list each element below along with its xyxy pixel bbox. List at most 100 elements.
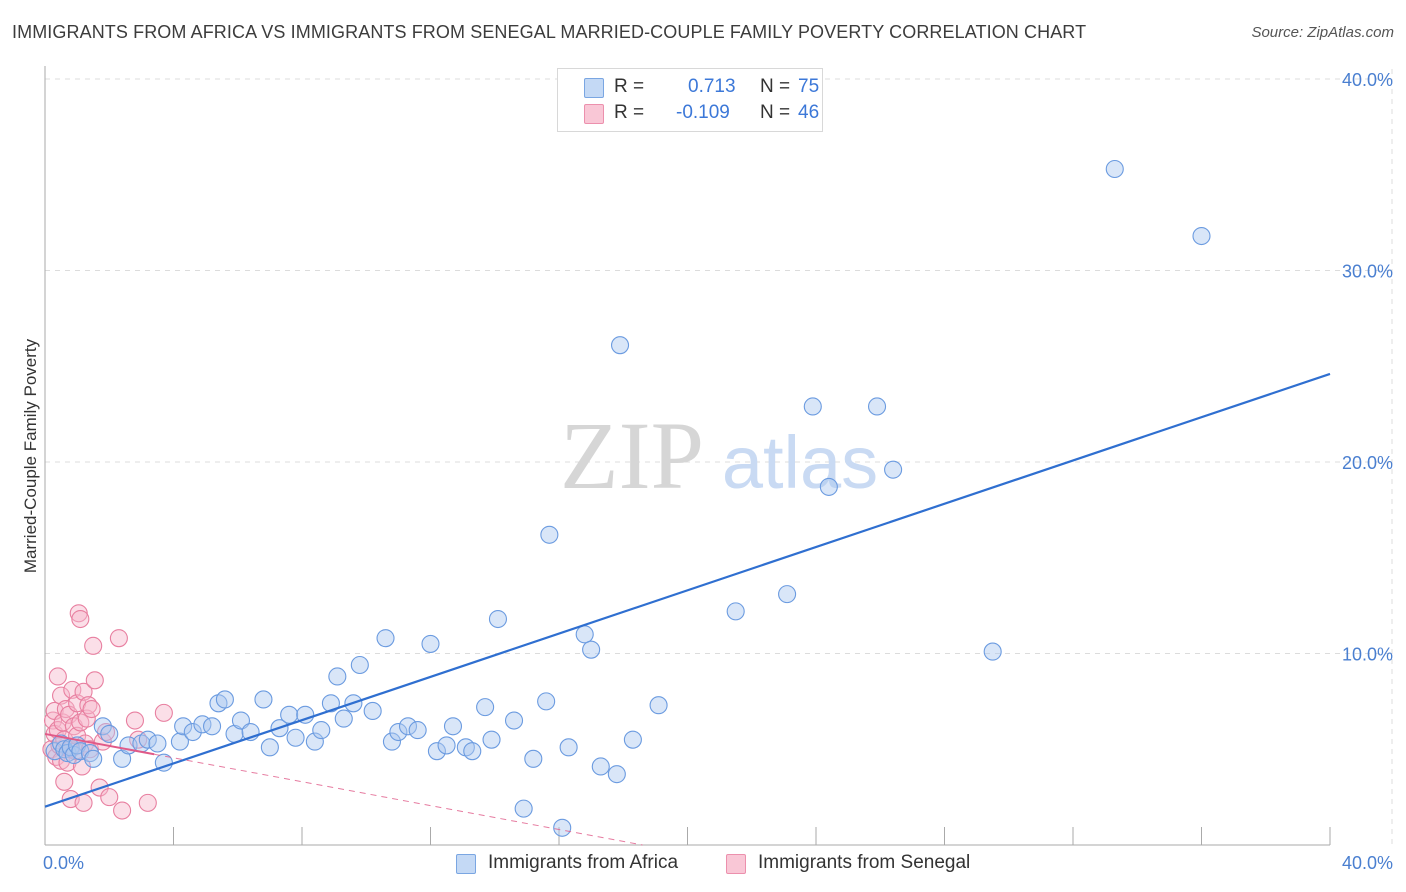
data-point-senegal <box>154 703 173 722</box>
data-point-africa <box>1105 159 1124 179</box>
watermark-zip: ZIP <box>560 402 704 509</box>
data-point-africa <box>363 701 382 721</box>
data-point-senegal <box>84 636 103 655</box>
y-axis-label: Married-Couple Family Poverty <box>21 338 40 573</box>
data-point-africa <box>148 734 167 753</box>
data-point-africa <box>408 721 427 740</box>
y-tick-label: 20.0% <box>1342 453 1393 473</box>
watermark-atlas: atlas <box>722 421 878 504</box>
series-senegal-points <box>42 604 173 820</box>
data-point-africa <box>582 640 601 659</box>
bottom-legend-swatch-africa <box>456 854 476 874</box>
data-point-africa <box>52 734 71 753</box>
stats-legend: R = 0.713 N = 75 R = -0.109 N = 46 <box>557 68 823 132</box>
data-point-senegal <box>56 699 75 719</box>
tick-labels: 10.0% 20.0% 30.0% 40.0% 0.0% 40.0% <box>43 70 1393 873</box>
data-point-africa <box>389 722 408 742</box>
trend-line-senegal <box>44 732 155 756</box>
data-point-senegal <box>48 667 67 686</box>
data-point-africa <box>138 730 157 749</box>
chart-title: IMMIGRANTS FROM AFRICA VS IMMIGRANTS FRO… <box>12 22 1087 42</box>
data-point-africa <box>321 694 340 713</box>
data-point-africa <box>778 585 797 604</box>
watermark: ZIP atlas <box>560 402 878 509</box>
data-point-senegal <box>74 682 93 701</box>
data-point-africa <box>437 736 456 755</box>
data-point-africa <box>305 732 324 751</box>
data-point-senegal <box>96 722 116 742</box>
data-point-africa <box>591 757 610 776</box>
data-point-africa <box>504 711 524 730</box>
data-point-africa <box>328 667 347 686</box>
data-point-senegal <box>109 629 128 648</box>
data-point-africa <box>350 655 369 675</box>
data-point-africa <box>376 629 395 648</box>
data-point-africa <box>540 525 559 544</box>
data-point-africa <box>482 730 501 749</box>
trend-line-senegal-extension <box>154 753 643 846</box>
data-point-africa <box>280 705 299 724</box>
legend-n-value: 75 <box>798 76 820 97</box>
data-point-africa <box>80 744 100 763</box>
data-point-senegal <box>55 772 74 791</box>
legend-r-label: R = <box>614 76 645 97</box>
data-point-africa <box>260 738 279 757</box>
data-point-africa <box>174 717 193 736</box>
data-point-africa <box>726 602 745 621</box>
data-point-africa <box>170 732 189 751</box>
source-credit: Source: ZipAtlas.com <box>1251 24 1394 41</box>
bottom-legend-label-senegal: Immigrants from Senegal <box>758 852 971 873</box>
data-point-africa <box>382 732 402 751</box>
data-point-africa <box>476 698 495 717</box>
x-tick-label: 0.0% <box>43 853 84 873</box>
data-point-senegal <box>77 709 96 728</box>
data-point-senegal <box>125 711 144 730</box>
data-point-senegal <box>82 699 101 719</box>
axes <box>44 66 1331 846</box>
data-point-africa <box>803 397 822 416</box>
data-point-africa <box>203 717 222 736</box>
data-point-africa <box>183 722 202 742</box>
data-point-africa <box>84 749 103 768</box>
y-tick-label: 30.0% <box>1342 262 1393 282</box>
y-tick-label: 10.0% <box>1342 645 1393 665</box>
data-point-africa <box>93 717 112 736</box>
data-point-africa <box>649 696 668 715</box>
data-point-africa <box>312 721 331 740</box>
y-tick-label: 40.0% <box>1342 70 1393 90</box>
data-point-senegal <box>113 801 132 820</box>
data-point-africa <box>537 692 556 711</box>
data-point-senegal <box>138 793 157 812</box>
data-point-senegal <box>63 680 82 699</box>
bottom-legend-label-africa: Immigrants from Africa <box>488 852 679 873</box>
data-point-senegal <box>74 793 93 812</box>
x-tick-label: 40.0% <box>1342 853 1393 873</box>
legend-swatch-senegal <box>584 104 604 124</box>
data-point-africa <box>254 690 273 709</box>
data-point-africa <box>215 690 234 709</box>
data-point-africa <box>286 728 305 747</box>
data-point-africa <box>421 634 440 653</box>
data-point-africa <box>575 625 594 644</box>
data-point-africa <box>524 749 543 768</box>
legend-n-label: N = <box>760 76 791 97</box>
legend-n-value: 46 <box>798 102 820 123</box>
data-point-senegal <box>71 609 90 629</box>
data-point-africa <box>559 738 578 757</box>
data-point-africa <box>607 765 626 784</box>
legend-r-label: R = <box>614 102 645 123</box>
legend-n-label: N = <box>760 102 791 123</box>
grid-lines <box>45 69 1393 845</box>
data-point-africa <box>100 724 119 743</box>
data-point-africa <box>488 609 508 629</box>
data-point-senegal <box>85 671 104 690</box>
data-point-africa <box>1192 226 1211 246</box>
data-point-africa <box>296 705 315 724</box>
data-point-africa <box>884 460 903 479</box>
legend-r-value: -0.109 <box>676 102 730 123</box>
data-point-africa <box>514 799 533 818</box>
data-point-africa <box>427 742 446 761</box>
data-point-senegal <box>52 686 71 705</box>
data-point-africa <box>610 336 630 355</box>
